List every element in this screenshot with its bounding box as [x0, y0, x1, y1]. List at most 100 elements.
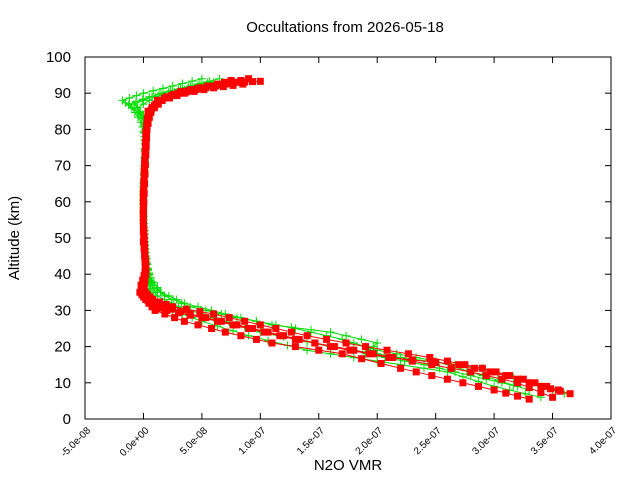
data-point: [373, 339, 382, 347]
data-point: [139, 216, 147, 224]
data-point: [443, 357, 451, 365]
data-point: [141, 139, 149, 147]
data-point: [141, 249, 149, 256]
y-tick-label: 60: [54, 194, 71, 211]
data-point: [362, 343, 369, 351]
data-point: [141, 158, 149, 166]
data-point: [307, 328, 315, 337]
data-point: [139, 277, 147, 285]
data-point: [435, 364, 444, 373]
data-point: [168, 82, 177, 90]
data-point: [490, 386, 498, 394]
data-point: [141, 256, 149, 264]
data-point: [139, 96, 148, 105]
data-point: [158, 84, 167, 93]
data-point: [245, 325, 253, 332]
data-point: [543, 382, 551, 390]
data-point: [214, 80, 222, 88]
data-point: [143, 122, 151, 130]
data-point: [239, 80, 247, 88]
x-tick-label: -5.0e-08: [59, 425, 93, 459]
data-point: [152, 284, 161, 293]
data-point: [397, 364, 405, 372]
data-point: [140, 273, 148, 281]
data-point: [506, 372, 514, 380]
y-tick-label: 50: [54, 230, 71, 247]
data-point: [198, 314, 206, 322]
data-point: [428, 372, 436, 380]
data-point: [151, 306, 159, 314]
data-point: [139, 228, 147, 236]
data-point: [178, 79, 187, 88]
data-point: [428, 361, 436, 369]
data-point: [208, 325, 216, 332]
data-point: [377, 360, 385, 367]
data-point: [420, 360, 428, 369]
data-point: [143, 115, 151, 122]
y-tick-label: 100: [46, 49, 71, 66]
x-tick-label: 1.5e-07: [295, 425, 327, 457]
y-tick-label: 10: [54, 375, 71, 392]
data-point: [256, 321, 264, 329]
x-tick-label: 4.0e-07: [587, 425, 619, 457]
data-point: [315, 346, 323, 354]
data-point: [342, 331, 351, 340]
y-tick-label: 80: [54, 121, 71, 138]
data-point: [342, 339, 350, 347]
series-1: [136, 75, 574, 403]
data-point: [217, 317, 225, 325]
data-point: [467, 368, 475, 376]
data-point: [140, 177, 148, 185]
data-point: [141, 288, 149, 296]
data-point: [155, 298, 163, 306]
data-point: [521, 389, 530, 398]
data-point: [170, 90, 178, 98]
data-point: [197, 74, 206, 83]
data-point: [455, 361, 463, 369]
data-point: [268, 339, 276, 347]
x-tick-label: 5.0e-08: [178, 425, 210, 457]
data-point: [537, 382, 545, 390]
data-point: [478, 364, 486, 372]
data-point: [249, 78, 256, 86]
data-point: [443, 375, 451, 383]
data-point: [408, 357, 416, 365]
data-point: [143, 125, 151, 133]
data-point: [272, 325, 280, 332]
y-tick-label: 70: [54, 158, 71, 175]
data-point: [180, 317, 188, 325]
data-point: [188, 77, 197, 86]
data-point: [383, 346, 391, 354]
data-point: [148, 92, 156, 101]
data-point: [280, 332, 288, 340]
x-tick-label: 3.0e-07: [470, 425, 502, 457]
x-tick-label: 0.0e+00: [118, 425, 152, 459]
data-point: [142, 129, 150, 137]
data-point: [139, 187, 147, 195]
data-point: [338, 350, 346, 358]
data-point: [514, 375, 521, 383]
data-point: [471, 364, 479, 372]
data-point: [162, 300, 170, 308]
data-point: [400, 357, 409, 366]
data-point: [186, 311, 194, 319]
data-point: [303, 332, 311, 340]
data-point: [144, 107, 152, 115]
data-point: [365, 350, 373, 358]
data-point: [389, 354, 397, 361]
data-point: [514, 379, 521, 387]
data-point: [140, 281, 148, 289]
data-point: [412, 368, 420, 376]
chart-title: Occultations from 2026-05-18: [246, 19, 444, 36]
data-point: [373, 346, 382, 355]
data-point: [327, 343, 334, 351]
data-point: [182, 305, 190, 313]
data-point: [217, 310, 226, 318]
data-point: [163, 306, 171, 314]
data-point: [303, 346, 312, 355]
data-point: [443, 367, 452, 376]
data-point: [145, 299, 153, 307]
data-point: [330, 343, 338, 351]
data-point: [229, 81, 237, 89]
